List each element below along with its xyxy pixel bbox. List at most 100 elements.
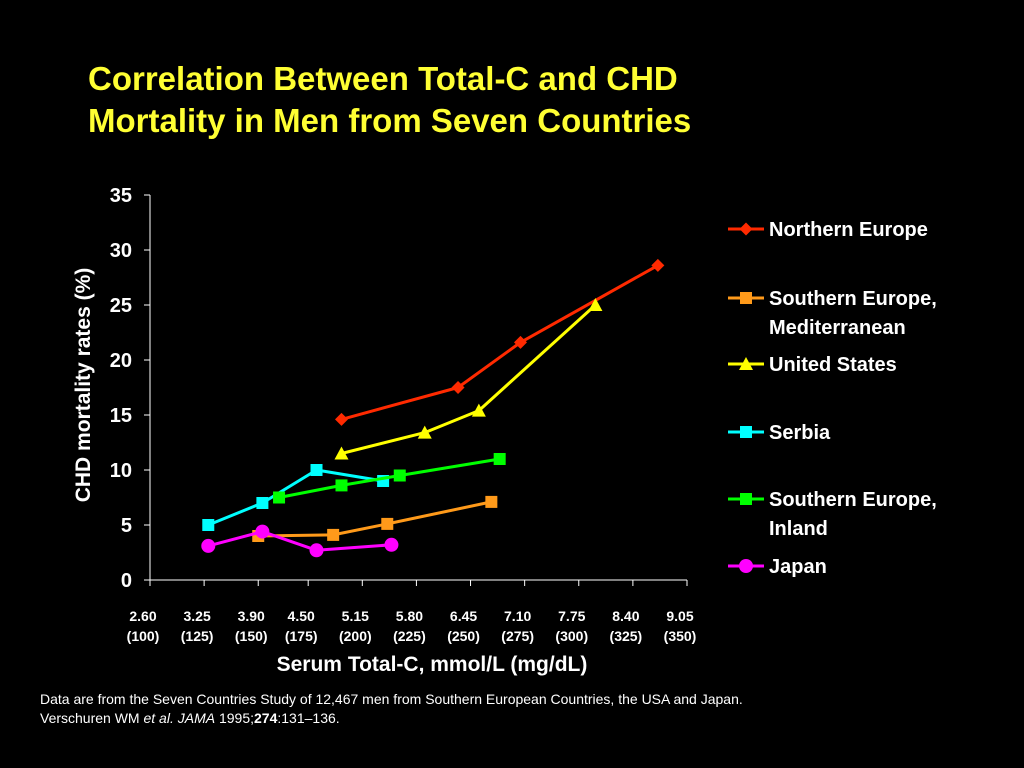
x-axis-label: Serum Total-C, mmol/L (mg/dL) — [277, 653, 588, 676]
y-tick-label: 10 — [110, 460, 132, 482]
legend-swatch-marker — [740, 426, 752, 438]
chart-axes: 0 5 10 15 20 25 30 35 2.60 (100) 3.25 (125) 3.90 (150… — [110, 185, 697, 644]
chart-legend: Northern Europe Southern Europe, Mediterra… — [728, 219, 937, 578]
legend-label: Southern Europe, Mediterranean — [769, 288, 937, 339]
x-tick-label-mgdl: (350) — [664, 628, 697, 644]
legend-item-serbia: Serbia — [728, 422, 831, 444]
series-line-southern-europe-inland — [278, 457, 500, 499]
legend-swatch-marker — [739, 357, 753, 370]
legend-label-line: Inland — [769, 518, 828, 540]
data-point-southern-europe-inland — [273, 491, 286, 504]
legend-label: United States — [769, 354, 897, 376]
legend-label: Serbia — [769, 422, 831, 444]
data-point-southern-europe-inland — [335, 479, 348, 492]
x-tick-label-mgdl: (300) — [555, 628, 588, 644]
x-tick-label-mmol: 2.60 — [129, 608, 156, 624]
series-line-serbia — [207, 468, 384, 527]
footnote-reference: Verschuren WM et al. JAMA 1995;274:131–1… — [40, 709, 1000, 728]
series-southern-europe-inland — [273, 453, 506, 504]
data-point-japan — [201, 538, 216, 553]
y-tick-label: 5 — [121, 515, 132, 537]
series-united-states — [334, 298, 603, 460]
data-point-serbia — [202, 519, 215, 531]
series-northern-europe — [334, 258, 665, 426]
legend-swatch-marker — [740, 493, 752, 505]
footnote: Data are from the Seven Countries Study … — [40, 690, 1000, 728]
slide-title-line-2: Mortality in Men from Seven Countries — [88, 102, 692, 139]
series-southern-europe-mediterranean — [252, 495, 498, 542]
x-tick-label-mgdl: (275) — [501, 628, 534, 644]
legend-swatch-marker — [739, 559, 753, 573]
x-tick-label-mgdl: (100) — [127, 628, 160, 644]
legend-label-line: Northern Europe — [769, 219, 928, 241]
y-tick-label: 25 — [110, 295, 132, 317]
y-tick-label: 30 — [110, 240, 132, 262]
x-tick-label-mgdl: (125) — [181, 628, 214, 644]
slide-title: Correlation Between Total-C and CHD Mort… — [88, 58, 988, 142]
data-point-northern-europe — [651, 258, 665, 272]
series-serbia — [202, 464, 390, 531]
data-point-northern-europe — [334, 412, 348, 426]
series-line-northern-europe — [341, 264, 659, 421]
slide-title-line-1: Correlation Between Total-C and CHD — [88, 60, 678, 97]
data-point-united-states — [588, 298, 603, 311]
x-tick-label-mmol: 3.25 — [183, 608, 210, 624]
x-tick-label-mgdl: (175) — [285, 628, 318, 644]
x-tick-label-mmol: 7.10 — [504, 608, 531, 624]
data-point-southern-europe-mediterranean — [485, 495, 498, 508]
y-tick-label: 20 — [110, 350, 132, 372]
legend-label-line: Southern Europe, — [769, 489, 937, 511]
footnote-ref-etal: et al. JAMA — [143, 710, 216, 726]
y-tick-label: 0 — [121, 570, 132, 592]
x-tick-label-mmol: 6.45 — [450, 608, 477, 624]
y-tick-label: 15 — [110, 405, 132, 427]
series-line-united-states — [341, 303, 597, 455]
series-line-southern-europe-mediterranean — [258, 500, 492, 538]
series-japan — [201, 524, 399, 558]
x-tick-label-mgdl: (200) — [339, 628, 372, 644]
data-point-japan — [384, 537, 399, 552]
correlation-chart: 0 5 10 15 20 25 30 35 2.60 (100) 3.25 (125) 3.90 (150… — [72, 185, 937, 676]
data-point-southern-europe-mediterranean — [381, 517, 394, 530]
legend-item-japan: Japan — [728, 556, 827, 578]
data-point-japan — [309, 543, 324, 558]
legend-swatch-marker — [739, 222, 753, 236]
legend-label: Japan — [769, 556, 827, 578]
x-tick-label-mmol: 5.15 — [342, 608, 369, 624]
y-axis-label: CHD mortality rates (%) — [72, 268, 95, 503]
legend-label: Northern Europe — [769, 219, 928, 241]
x-tick-label-mmol: 7.75 — [558, 608, 585, 624]
y-tick-label: 35 — [110, 185, 132, 207]
data-point-serbia — [256, 497, 269, 509]
legend-item-southern-europe-inland: Southern Europe, Inland — [728, 489, 937, 540]
legend-item-southern-europe-mediterranean: Southern Europe, Mediterranean — [728, 288, 937, 339]
footnote-ref-volume: 274 — [254, 710, 278, 726]
data-point-united-states — [334, 446, 349, 460]
footnote-ref-author: Verschuren WM — [40, 710, 144, 726]
x-tick-label-mmol: 3.90 — [238, 608, 265, 624]
x-tick-label-mgdl: (150) — [235, 628, 268, 644]
data-point-northern-europe — [513, 335, 527, 349]
x-tick-label-mmol: 5.80 — [396, 608, 423, 624]
x-tick-label-mgdl: (325) — [610, 628, 643, 644]
x-tick-label-mmol: 9.05 — [666, 608, 693, 624]
legend-swatch-marker — [740, 292, 752, 304]
legend-label-line: Serbia — [769, 422, 831, 444]
legend-item-northern-europe: Northern Europe — [728, 219, 928, 241]
footnote-ref-pages: :131–136. — [277, 710, 340, 726]
x-tick-label-mmol: 4.50 — [288, 608, 315, 624]
data-point-united-states — [471, 403, 486, 417]
legend-label-line: United States — [769, 354, 897, 376]
x-tick-label-mmol: 8.40 — [612, 608, 639, 624]
data-point-southern-europe-mediterranean — [327, 528, 340, 541]
legend-label-line: Southern Europe, — [769, 288, 937, 310]
data-point-northern-europe — [451, 381, 465, 394]
chart-series-layer — [201, 258, 665, 558]
footnote-ref-year: 1995; — [215, 710, 255, 726]
x-tick-label-mgdl: (250) — [447, 628, 480, 644]
data-point-japan — [255, 524, 270, 539]
legend-item-united-states: United States — [728, 354, 897, 376]
legend-label: Southern Europe, Inland — [769, 489, 937, 540]
legend-label-line: Mediterranean — [769, 317, 906, 339]
data-point-united-states — [417, 425, 432, 439]
